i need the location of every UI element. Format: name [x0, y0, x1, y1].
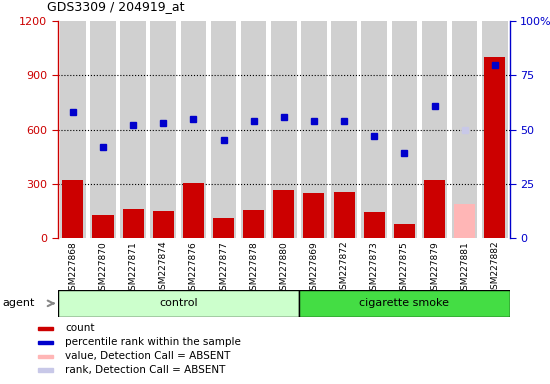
Bar: [151, 21, 176, 238]
Bar: [90, 21, 116, 238]
Bar: [394, 223, 415, 238]
Text: value, Detection Call = ABSENT: value, Detection Call = ABSENT: [65, 351, 231, 361]
Bar: [183, 183, 204, 238]
Text: GDS3309 / 204919_at: GDS3309 / 204919_at: [47, 0, 184, 13]
Text: percentile rank within the sample: percentile rank within the sample: [65, 337, 241, 347]
Bar: [273, 190, 294, 238]
Bar: [424, 180, 445, 238]
Bar: [301, 21, 327, 238]
Bar: [120, 21, 146, 238]
Bar: [153, 211, 174, 238]
Bar: [241, 21, 266, 238]
Bar: [484, 57, 505, 238]
Bar: [62, 180, 84, 238]
Bar: [37, 327, 53, 330]
Bar: [123, 209, 144, 238]
Bar: [299, 290, 510, 317]
Bar: [304, 193, 324, 238]
Bar: [180, 21, 206, 238]
Bar: [392, 21, 417, 238]
Bar: [37, 341, 53, 344]
Bar: [92, 215, 113, 238]
Bar: [37, 369, 53, 372]
Text: agent: agent: [3, 298, 35, 308]
Bar: [213, 218, 234, 238]
Bar: [243, 210, 264, 238]
Bar: [331, 21, 357, 238]
Text: count: count: [65, 323, 95, 333]
Text: rank, Detection Call = ABSENT: rank, Detection Call = ABSENT: [65, 365, 226, 375]
Bar: [422, 21, 447, 238]
Bar: [271, 21, 296, 238]
Bar: [364, 212, 385, 238]
Bar: [452, 21, 477, 238]
Bar: [482, 21, 508, 238]
Bar: [333, 192, 355, 238]
Text: control: control: [159, 298, 197, 308]
Text: cigarette smoke: cigarette smoke: [359, 298, 449, 308]
Bar: [211, 21, 236, 238]
Bar: [361, 21, 387, 238]
Bar: [454, 204, 475, 238]
Bar: [58, 290, 299, 317]
Bar: [60, 21, 86, 238]
Bar: [37, 354, 53, 358]
